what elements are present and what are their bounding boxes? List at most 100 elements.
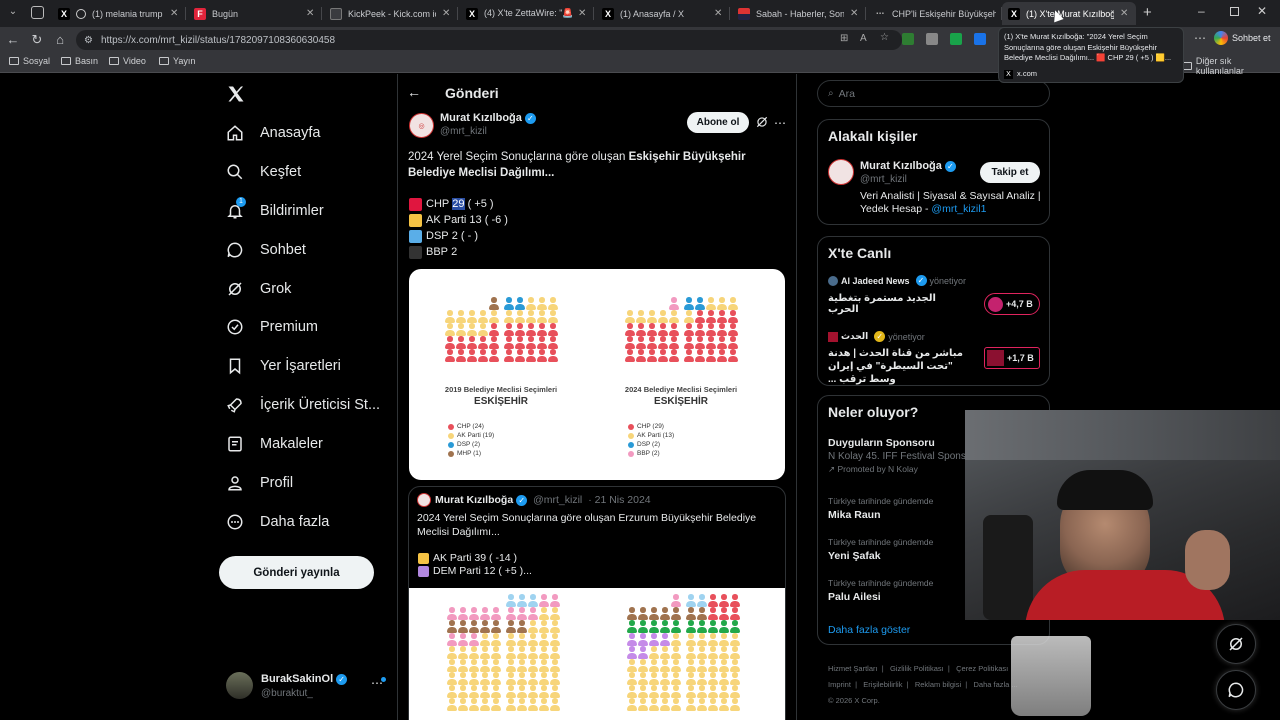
person-icon <box>515 349 525 362</box>
premium-icon <box>224 316 246 338</box>
tab-3[interactable]: X (4) X'te ZettaWire: "🚨 Başk ✕ <box>460 2 594 25</box>
nav-notifications[interactable]: 1 Bildirimler <box>224 197 324 225</box>
trend-item[interactable]: Türkiye tarihinde gündemde Mika Raun <box>828 496 934 521</box>
close-icon[interactable]: ✕ <box>1120 8 1129 19</box>
author-name[interactable]: Murat Kızılboğa <box>440 112 522 124</box>
x-logo-icon[interactable] <box>226 84 246 104</box>
person-icon <box>660 672 670 685</box>
tab-1[interactable]: F Bugün ✕ <box>188 2 322 25</box>
legend-dot <box>628 423 634 430</box>
close-icon[interactable]: ✕ <box>306 8 315 19</box>
person-icon <box>686 672 696 685</box>
tab-4[interactable]: X (1) Anasayfa / X ✕ <box>596 2 730 25</box>
close-icon[interactable]: ✕ <box>442 8 451 19</box>
address-bar[interactable]: ⚙ https://x.com/mrt_kizil/status/1782097… <box>76 30 902 50</box>
new-tab-icon[interactable]: + <box>1143 4 1152 21</box>
maximize-icon[interactable] <box>1230 7 1239 16</box>
tab-0[interactable]: X (1) melania trump - Ara ✕ <box>52 2 186 25</box>
other-bookmarks[interactable]: Diğer sık kullanılanlar <box>1182 56 1280 76</box>
grok-explain-icon[interactable] <box>755 115 769 129</box>
extension-icon[interactable] <box>974 33 986 45</box>
post-image[interactable]: 2019 Belediye Meclisi Seçimleri ESKİŞEHİ… <box>409 269 785 480</box>
person-icon <box>515 297 525 310</box>
menu-dots-icon[interactable]: ⋯ <box>1194 31 1206 45</box>
bookmark-folder-sosyal[interactable]: Sosyal <box>9 56 50 66</box>
chat-fab[interactable] <box>1216 670 1256 710</box>
live-title: X'te Canlı <box>828 245 892 261</box>
nav-premium[interactable]: Premium <box>224 313 318 341</box>
trend-item[interactable]: Türkiye tarihinde gündemde Palu Ailesi <box>828 578 934 603</box>
tab-7-active[interactable]: X (1) X'te Murat Kızılboğa: "20 ✕ <box>1002 2 1136 25</box>
live-item[interactable]: Al Jadeed News ✓ yönetiyor الجديد مستمرة … <box>828 275 1040 319</box>
close-icon[interactable]: ✕ <box>578 8 587 19</box>
profile-chat-button[interactable]: Sohbet et <box>1214 31 1271 45</box>
subscribe-button[interactable]: Abone ol <box>687 112 749 133</box>
search-box[interactable]: ⌕ Ara <box>817 80 1050 107</box>
bookmark-folder-basin[interactable]: Basın <box>61 56 98 66</box>
more-dots-icon[interactable]: ⋯ <box>774 116 786 130</box>
bookmark-folder-video[interactable]: Video <box>109 56 146 66</box>
footer-link[interactable]: Erişilebilirlik <box>863 680 903 689</box>
follow-button[interactable]: Takip et <box>980 162 1040 183</box>
translate-icon[interactable]: A <box>860 33 867 44</box>
legend-dot <box>448 450 454 457</box>
nav-bookmarks[interactable]: Yer İşaretleri <box>224 352 341 380</box>
more-dots-icon[interactable]: ⋯ <box>371 676 383 690</box>
author-avatar[interactable]: ◎ <box>409 113 434 138</box>
footer-link[interactable]: Çerez Politikası <box>956 664 1009 673</box>
window-close-icon[interactable]: ✕ <box>1257 4 1268 18</box>
footer-link[interactable]: Gizlilik Politikası <box>889 664 944 673</box>
footer-link[interactable]: Hizmet Şartları <box>828 664 878 673</box>
post-button[interactable]: Gönderi yayınla <box>219 556 374 589</box>
star-icon[interactable]: ☆ <box>880 32 889 43</box>
relevant-avatar[interactable] <box>828 159 854 185</box>
person-icon <box>469 607 479 620</box>
extension-icon[interactable] <box>950 33 962 45</box>
install-icon[interactable]: ⊞ <box>840 33 849 44</box>
grok-fab[interactable] <box>1216 624 1256 664</box>
nav-explore[interactable]: Keşfet <box>224 158 301 186</box>
nav-creator-studio[interactable]: İçerik Üreticisi St... <box>224 391 380 419</box>
minimize-icon[interactable]: – <box>1198 4 1205 18</box>
close-icon[interactable]: ✕ <box>850 8 859 19</box>
nav-articles[interactable]: Makaleler <box>224 430 323 458</box>
author-handle[interactable]: @mrt_kizil <box>440 126 487 137</box>
sponsor-item[interactable]: Duyguların Sponsoru N Kolay 45. İFF Fest… <box>828 437 966 474</box>
person-icon <box>638 659 648 672</box>
quoted-post-image[interactable] <box>409 588 785 720</box>
nav-profile[interactable]: Profil <box>224 469 293 497</box>
tab-6[interactable]: ⋯ CHP'li Eskişehir Büyükşehir <box>868 2 1002 25</box>
site-info-icon[interactable]: ⚙ <box>84 34 93 46</box>
close-icon[interactable]: ✕ <box>714 8 723 19</box>
person-icon <box>526 349 536 362</box>
person-icon <box>636 336 646 349</box>
relevant-bio: Veri Analisti | Siyasal & Sayısal Analiz… <box>860 190 1041 215</box>
bio-link[interactable]: @mrt_kizil1 <box>931 203 987 215</box>
show-more-link[interactable]: Daha fazla göster <box>828 624 911 636</box>
nav-more[interactable]: Daha fazla <box>224 508 329 536</box>
extension-icon[interactable] <box>902 33 914 45</box>
close-icon[interactable]: ✕ <box>170 8 179 19</box>
tab-groups-icon[interactable] <box>31 6 44 19</box>
nav-grok[interactable]: Grok <box>224 275 291 303</box>
person-icon <box>717 336 727 349</box>
footer-link[interactable]: Daha fazla ... <box>973 680 1018 689</box>
extension-icon[interactable] <box>926 33 938 45</box>
footer-link[interactable]: Imprint <box>828 680 851 689</box>
footer-link[interactable]: Reklam bilgisi <box>914 680 962 689</box>
tab-2[interactable]: KickPeek - Kick.com için Ge ✕ <box>324 2 458 25</box>
nav-home[interactable]: Anasayfa <box>224 119 320 147</box>
home-button-icon[interactable]: ⌂ <box>56 32 64 47</box>
account-switcher[interactable]: BurakSakinOl ✓ @buraktut_ ⋯ <box>226 670 386 702</box>
nav-chat[interactable]: Sohbet <box>224 236 306 264</box>
bookmark-folder-yayin[interactable]: Yayın <box>159 56 195 66</box>
back-icon[interactable]: ← <box>6 32 20 47</box>
tab-search-icon[interactable]: ⌄ <box>8 6 18 17</box>
trend-item[interactable]: Türkiye tarihinde gündemde Yeni Şafak <box>828 537 934 562</box>
relevant-name[interactable]: Murat Kızılboğa <box>860 160 942 172</box>
live-item[interactable]: الحدث ✓ yönetiyor مباشر من قناة الحدث | ه… <box>828 331 1040 385</box>
reload-icon[interactable]: ↻ <box>31 32 43 47</box>
back-arrow-icon[interactable]: ← <box>407 84 421 100</box>
person-icon <box>504 349 514 362</box>
tab-5[interactable]: Sabah - Haberler, Son Dakik ✕ <box>732 2 866 25</box>
